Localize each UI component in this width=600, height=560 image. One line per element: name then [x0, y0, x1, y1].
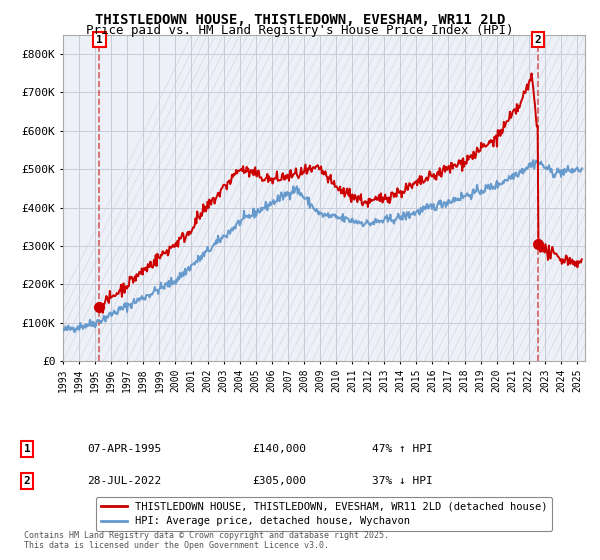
Text: 37% ↓ HPI: 37% ↓ HPI [372, 476, 433, 486]
Text: 2: 2 [23, 476, 31, 486]
Legend: THISTLEDOWN HOUSE, THISTLEDOWN, EVESHAM, WR11 2LD (detached house), HPI: Average: THISTLEDOWN HOUSE, THISTLEDOWN, EVESHAM,… [97, 497, 551, 531]
Text: £140,000: £140,000 [252, 444, 306, 454]
Text: Contains HM Land Registry data © Crown copyright and database right 2025.
This d: Contains HM Land Registry data © Crown c… [24, 530, 389, 550]
Text: 07-APR-1995: 07-APR-1995 [87, 444, 161, 454]
Text: 2: 2 [535, 35, 541, 45]
Text: THISTLEDOWN HOUSE, THISTLEDOWN, EVESHAM, WR11 2LD: THISTLEDOWN HOUSE, THISTLEDOWN, EVESHAM,… [95, 13, 505, 27]
Text: 47% ↑ HPI: 47% ↑ HPI [372, 444, 433, 454]
Text: £305,000: £305,000 [252, 476, 306, 486]
Text: 1: 1 [23, 444, 31, 454]
Text: 1: 1 [96, 35, 103, 45]
Text: 28-JUL-2022: 28-JUL-2022 [87, 476, 161, 486]
Text: Price paid vs. HM Land Registry's House Price Index (HPI): Price paid vs. HM Land Registry's House … [86, 24, 514, 37]
